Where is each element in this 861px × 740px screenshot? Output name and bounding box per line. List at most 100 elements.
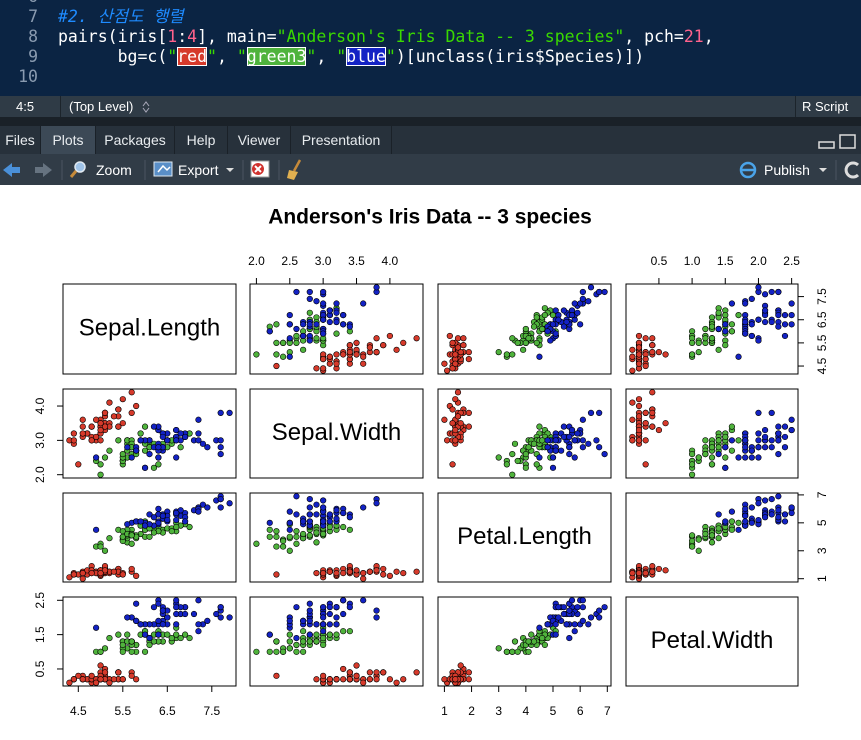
data-point [320,628,327,635]
forward-arrow[interactable] [35,163,52,177]
data-point [768,437,775,444]
data-point [373,335,380,342]
data-point [649,423,656,430]
data-point [79,430,86,437]
data-point [722,518,729,525]
data-point [449,339,456,346]
data-point [742,330,749,337]
data-point [306,600,313,607]
data-point [97,662,104,669]
data-point [386,572,393,580]
refresh-icon[interactable] [844,161,860,179]
pane-tab[interactable]: Help [175,126,228,154]
data-point [101,454,109,461]
data-point [366,344,373,351]
data-point [579,597,586,604]
panel [437,492,612,583]
data-point [306,532,313,539]
data-point [629,346,636,353]
data-point [106,447,113,454]
back-arrow[interactable] [3,163,20,177]
data-point [781,433,789,441]
data-point [159,607,166,614]
pane-window-controls[interactable] [818,134,858,150]
data-point [688,461,696,468]
data-point [101,409,109,416]
data-point [413,568,420,575]
data-point [340,597,347,604]
data-point [629,570,636,577]
data-point [536,624,543,631]
scope-selector[interactable]: (Top Level) [69,99,134,114]
data-point [168,634,175,642]
data-point [333,604,340,611]
export-icon[interactable] [153,161,173,177]
data-point [755,454,762,461]
publish-dropdown[interactable] [819,168,827,172]
data-point [781,332,789,340]
data-point [293,528,300,535]
data-point [549,321,557,328]
data-point [560,610,567,618]
data-point [742,518,749,525]
data-point [313,365,320,372]
data-point [159,433,166,441]
data-point [722,312,729,319]
data-point [101,567,109,574]
data-point [593,437,600,444]
zoom-icon[interactable] [74,161,86,173]
data-point [742,444,749,451]
data-point [649,389,656,396]
tick-label: 7 [815,491,829,498]
data-point [380,571,387,578]
code-editor[interactable]: 67 #2. 산점도 행렬 8 pairs(iris[1:4], main="Ande… [0,0,861,96]
data-point [313,638,320,645]
data-point [735,454,742,461]
export-button[interactable]: Export [178,162,219,178]
data-point [708,335,716,342]
data-point [286,638,293,645]
data-point [217,451,224,458]
file-type[interactable]: R Script [802,99,849,114]
data-point [293,641,300,649]
data-point [119,528,126,535]
tick-label: 6 [577,704,584,718]
data-point [649,563,656,570]
data-point [333,631,340,638]
data-point [313,511,320,518]
data-point [788,321,795,328]
data-point [320,300,327,307]
panel [437,596,612,687]
data-point [133,600,140,607]
data-point [781,423,789,430]
data-point [273,571,280,578]
data-point [204,444,211,451]
data-point [93,416,100,423]
data-point [452,437,459,444]
data-point [702,325,709,333]
pane-tab[interactable]: Presentation [291,126,392,154]
data-point [596,444,603,451]
pane-tab[interactable]: Viewer [228,126,291,154]
data-point [742,454,749,461]
data-point [326,676,333,683]
data-point [119,571,126,578]
data-point [748,519,755,526]
data-point [544,328,551,335]
data-point [574,309,581,316]
zoom-button[interactable]: Zoom [96,162,132,178]
data-point [596,607,603,614]
data-point [333,515,340,522]
publish-button[interactable]: Publish [764,162,810,178]
export-dropdown[interactable] [226,168,234,172]
data-point [155,519,162,526]
pane-tab[interactable]: Files [0,126,41,154]
data-point [413,669,420,676]
tick-label: 5 [815,519,829,526]
data-point [326,511,333,518]
clear-all-icon[interactable] [292,159,302,172]
data-point [346,604,353,611]
data-point [173,604,180,611]
pane-tab[interactable]: Packages [96,126,175,154]
pane-tab[interactable]: Plots [41,126,96,154]
